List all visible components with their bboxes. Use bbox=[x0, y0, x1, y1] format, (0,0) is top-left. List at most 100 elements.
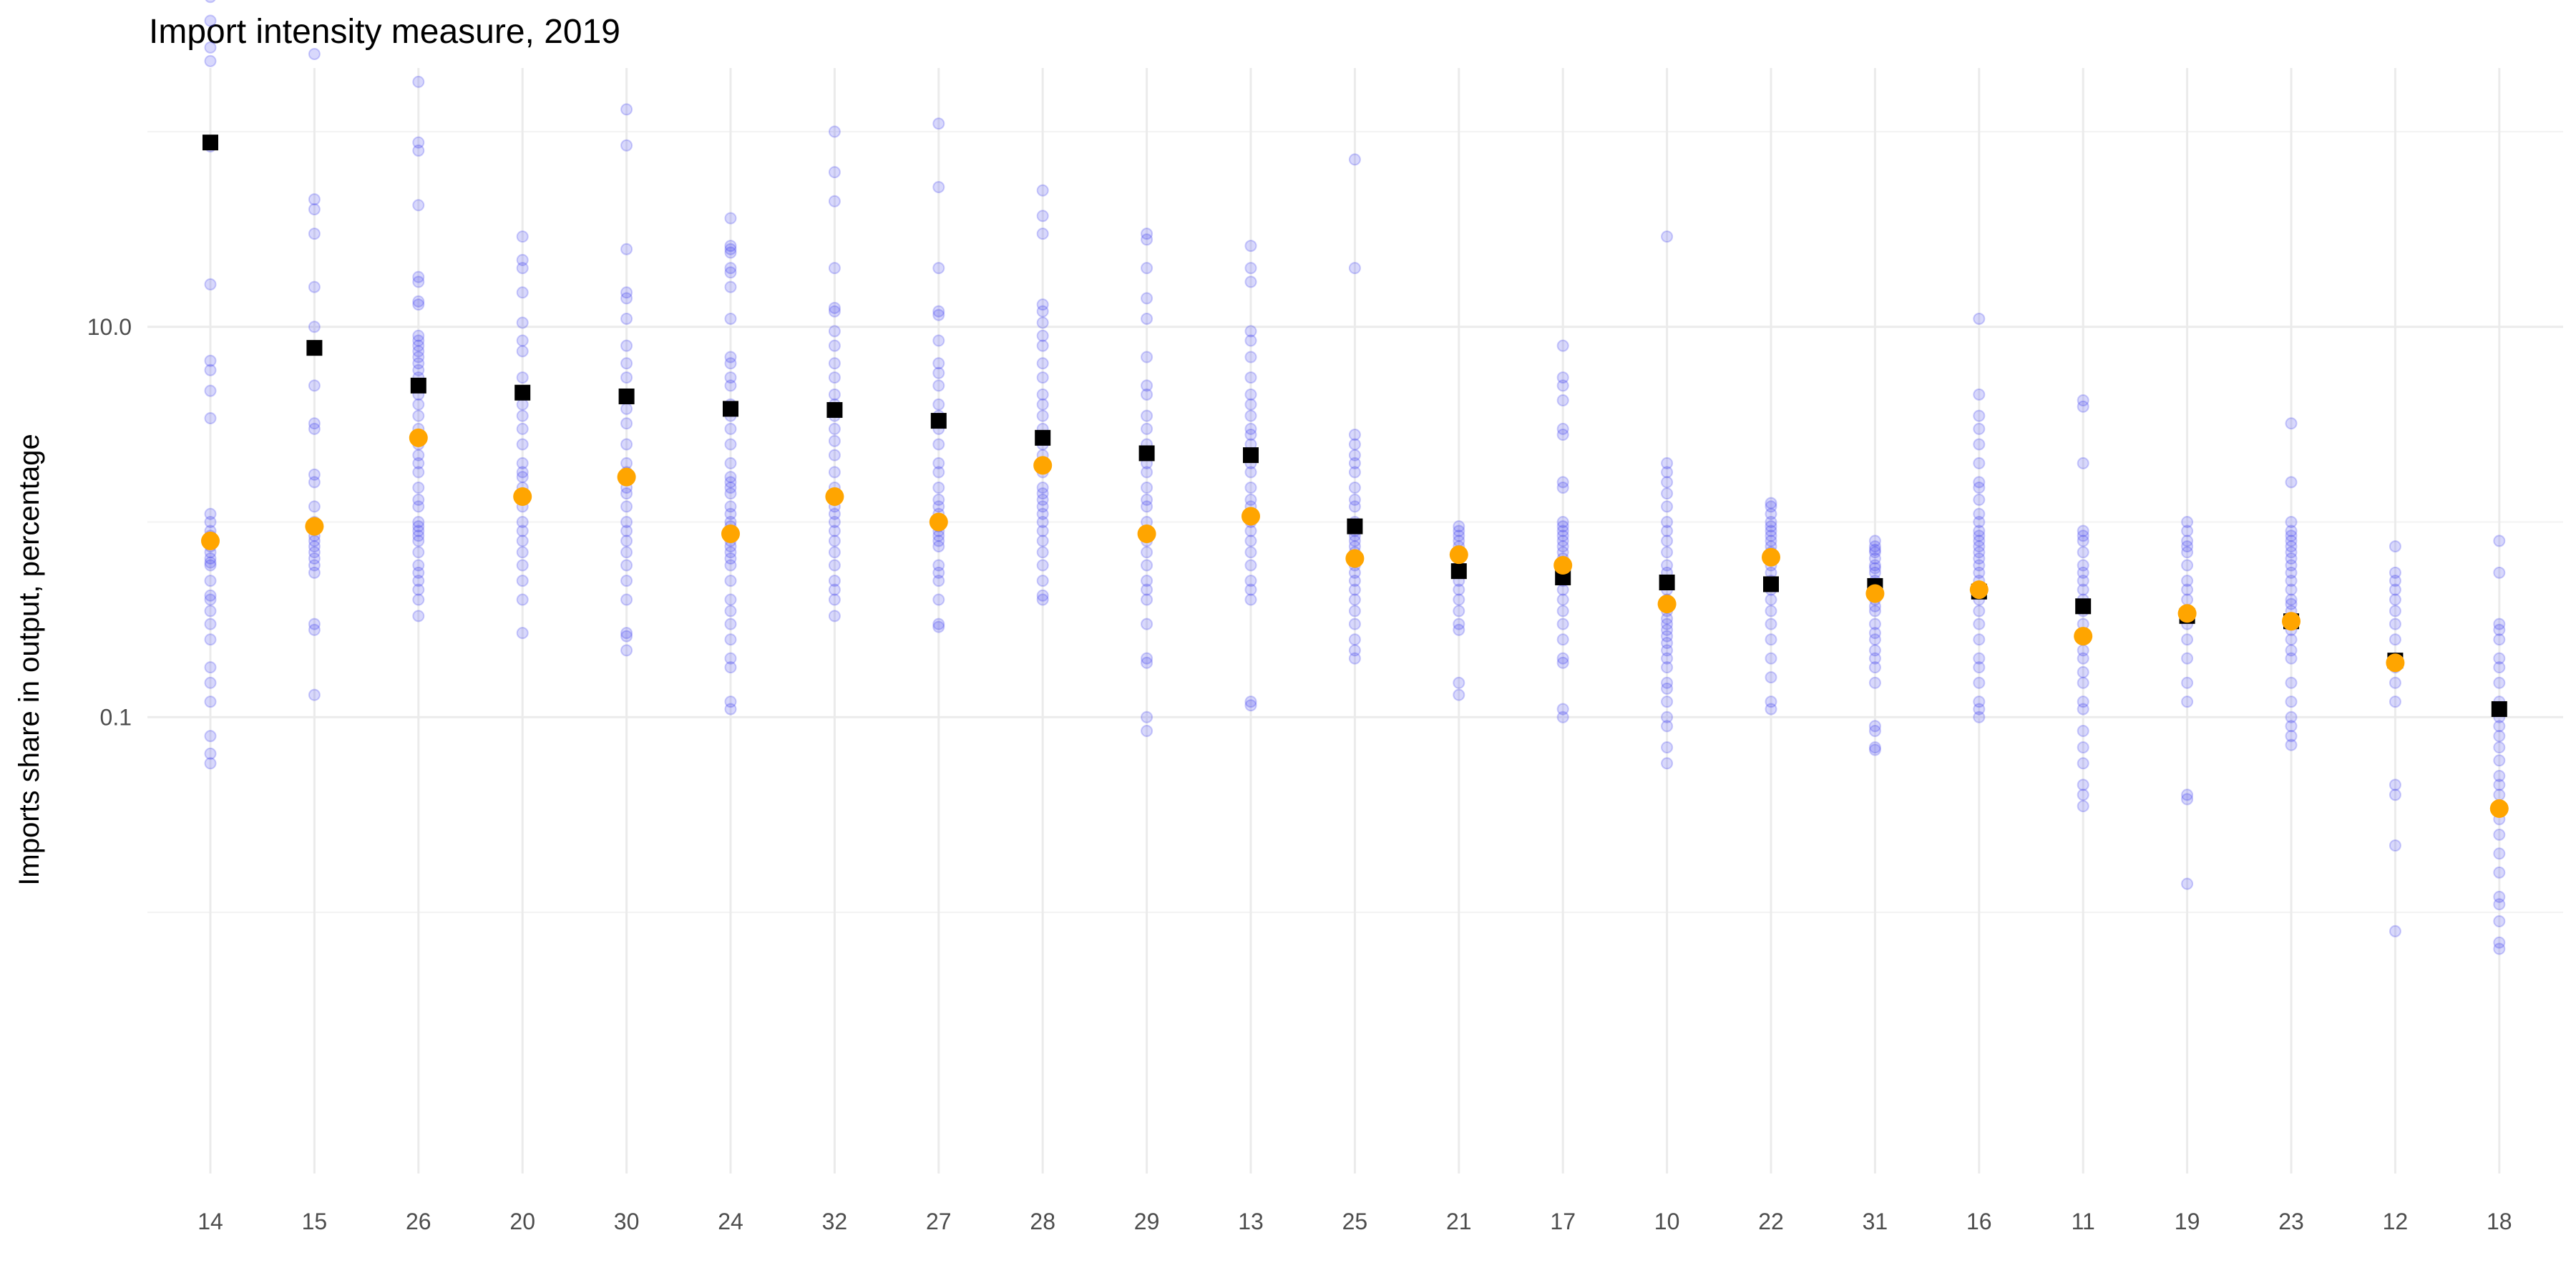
scatter-point bbox=[2077, 757, 2089, 770]
scatter-point bbox=[412, 575, 425, 587]
scatter-point bbox=[1556, 605, 1569, 618]
scatter-point bbox=[2493, 936, 2506, 949]
scatter-point bbox=[204, 556, 217, 569]
scatter-point bbox=[1556, 535, 1569, 547]
scatter-point bbox=[1973, 507, 1986, 520]
scatter-point bbox=[724, 633, 737, 646]
scatter-point bbox=[1244, 409, 1257, 422]
scatter-point bbox=[1661, 500, 1674, 513]
circle-marker bbox=[1657, 595, 1677, 614]
circle-marker bbox=[1762, 547, 1780, 567]
scatter-point bbox=[2493, 741, 2506, 753]
scatter-point bbox=[2077, 652, 2089, 665]
scatter-point bbox=[412, 516, 425, 528]
scatter-point bbox=[1348, 618, 1361, 630]
scatter-point bbox=[2285, 516, 2298, 528]
scatter-point bbox=[1556, 429, 1569, 441]
scatter-point bbox=[1244, 351, 1257, 364]
scatter-point bbox=[2493, 754, 2506, 767]
x-tick-label: 29 bbox=[1134, 1209, 1160, 1234]
scatter-point bbox=[1556, 339, 1569, 352]
x-tick-label: 10 bbox=[1654, 1209, 1680, 1234]
scatter-point bbox=[1348, 262, 1361, 275]
scatter-point bbox=[2285, 546, 2298, 559]
scatter-point bbox=[1141, 559, 1153, 572]
circle-marker bbox=[409, 428, 428, 447]
scatter-point bbox=[1348, 457, 1361, 469]
scatter-point bbox=[412, 275, 425, 288]
x-tick-label: 24 bbox=[718, 1209, 743, 1234]
x-tick-label: 32 bbox=[822, 1209, 848, 1234]
scatter-point bbox=[1453, 583, 1465, 596]
scatter-point bbox=[412, 566, 425, 579]
square-marker bbox=[1450, 563, 1467, 580]
scatter-point bbox=[516, 457, 529, 469]
scatter-point bbox=[412, 583, 425, 596]
scatter-point bbox=[1556, 656, 1569, 669]
scatter-point bbox=[932, 305, 945, 318]
y-axis-tick-labels: 1000.010.00.1 bbox=[87, 314, 132, 731]
scatter-point bbox=[1973, 618, 1986, 630]
x-tick-label: 11 bbox=[2072, 1209, 2095, 1234]
scatter-point bbox=[1348, 652, 1361, 665]
scatter-point bbox=[2389, 540, 2401, 553]
scatter-point bbox=[724, 559, 737, 572]
scatter-point bbox=[1244, 575, 1257, 587]
scatter-point bbox=[2493, 942, 2506, 955]
scatter-point bbox=[724, 246, 737, 259]
circle-marker bbox=[305, 517, 324, 536]
scatter-point bbox=[204, 278, 217, 291]
scatter-point bbox=[1141, 652, 1153, 665]
circle-marker bbox=[825, 487, 844, 506]
scatter-point bbox=[620, 500, 633, 513]
scatter-point bbox=[1973, 633, 1986, 646]
scatter-point bbox=[1661, 741, 1674, 753]
scatter-point bbox=[204, 633, 217, 646]
scatter-point bbox=[1036, 487, 1049, 500]
scatter-point bbox=[2285, 711, 2298, 723]
scatter-point bbox=[204, 354, 217, 367]
scatter-point bbox=[516, 262, 529, 275]
scatter-point bbox=[516, 253, 529, 266]
scatter-point bbox=[1556, 593, 1569, 606]
scatter-point bbox=[828, 125, 841, 138]
scatter-point bbox=[1973, 422, 1986, 435]
scatter-point bbox=[1868, 652, 1881, 665]
x-tick-label: 23 bbox=[2278, 1209, 2304, 1234]
scatter-point bbox=[1348, 429, 1361, 441]
scatter-point bbox=[1141, 583, 1153, 596]
scatter-point bbox=[620, 644, 633, 657]
scatter-point bbox=[412, 357, 425, 370]
scatter-point bbox=[516, 559, 529, 572]
scatter-point bbox=[516, 398, 529, 411]
scatter-point bbox=[2181, 593, 2194, 606]
scatter-point bbox=[932, 180, 945, 193]
scatter-point bbox=[2285, 559, 2298, 572]
x-tick-label: 14 bbox=[197, 1209, 223, 1234]
square-marker bbox=[514, 384, 531, 401]
scatter-point bbox=[2285, 730, 2298, 743]
scatter-point bbox=[2493, 789, 2506, 801]
scatter-point bbox=[2493, 828, 2506, 841]
scatter-point bbox=[2285, 652, 2298, 665]
scatter-point bbox=[724, 605, 737, 618]
scatter-point bbox=[1868, 725, 1881, 738]
scatter-point bbox=[1244, 240, 1257, 253]
scatter-point bbox=[724, 379, 737, 392]
scatter-point bbox=[1244, 583, 1257, 596]
scatter-point bbox=[2181, 633, 2194, 646]
scatter-point bbox=[724, 652, 737, 665]
scatter-point bbox=[2181, 789, 2194, 801]
scatter-point bbox=[724, 212, 737, 225]
scatter-point bbox=[1348, 481, 1361, 494]
scatter-point bbox=[1244, 525, 1257, 537]
scatter-point bbox=[828, 388, 841, 401]
scatter-point bbox=[724, 438, 737, 451]
x-tick-label: 17 bbox=[1550, 1209, 1576, 1234]
x-tick-label: 16 bbox=[1966, 1209, 1992, 1234]
scatter-point bbox=[1141, 575, 1153, 587]
scatter-point bbox=[620, 139, 633, 152]
scatter-point bbox=[1453, 676, 1465, 689]
scatter-point bbox=[1973, 525, 1986, 537]
scatter-point bbox=[828, 546, 841, 559]
